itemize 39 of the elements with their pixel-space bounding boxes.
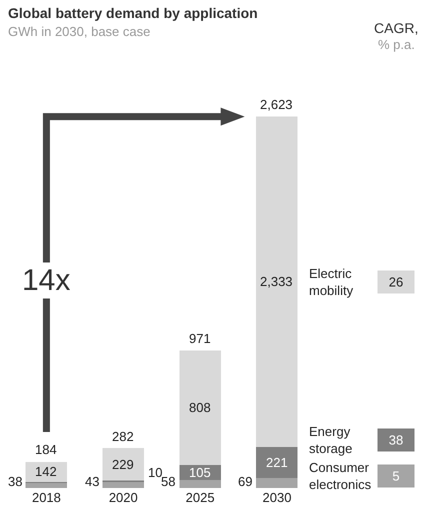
bar xyxy=(179,480,221,488)
bar xyxy=(256,116,298,447)
data-label: 808 xyxy=(189,400,211,415)
legend-label: Electric mobility xyxy=(309,266,354,298)
total-label: 184 xyxy=(35,442,57,457)
x-tick-label: 2025 xyxy=(186,490,215,505)
bar xyxy=(26,482,68,488)
total-label: 2,623 xyxy=(260,97,293,112)
bar xyxy=(256,478,298,488)
bar xyxy=(102,448,144,480)
bar xyxy=(256,446,298,478)
bar xyxy=(179,350,221,465)
annotation: 14x xyxy=(22,264,70,297)
data-label: 105 xyxy=(189,465,211,480)
data-label: 221 xyxy=(266,455,288,470)
legend-label: Consumer electronics xyxy=(309,460,372,492)
data-label: 58 xyxy=(161,474,176,489)
total-label: 971 xyxy=(189,331,211,346)
chart-subtitle: GWh in 2030, base case xyxy=(8,24,150,40)
x-tick-label: 2020 xyxy=(108,490,138,505)
data-label: 142 xyxy=(35,464,57,479)
bar xyxy=(26,462,68,482)
text: 26 xyxy=(388,274,404,290)
total-label: 282 xyxy=(112,429,134,444)
text: % p.a. xyxy=(378,37,415,52)
data-label: 229 xyxy=(112,457,134,472)
x-tick-label: 2030 xyxy=(262,490,292,505)
text: CAGR, xyxy=(374,20,418,36)
data-label: 43 xyxy=(85,474,100,489)
x-tick-label: 2018 xyxy=(32,490,61,505)
text: 38 xyxy=(388,432,404,448)
bar xyxy=(102,482,144,488)
legend-label: Energy storage xyxy=(309,424,352,456)
text: 5 xyxy=(392,468,400,484)
data-label: 2,333 xyxy=(260,274,293,289)
data-label: 69 xyxy=(238,474,252,489)
chart-title: Global battery demand by application xyxy=(8,5,258,21)
data-label: 10 xyxy=(148,465,162,480)
data-label: 38 xyxy=(8,474,22,489)
